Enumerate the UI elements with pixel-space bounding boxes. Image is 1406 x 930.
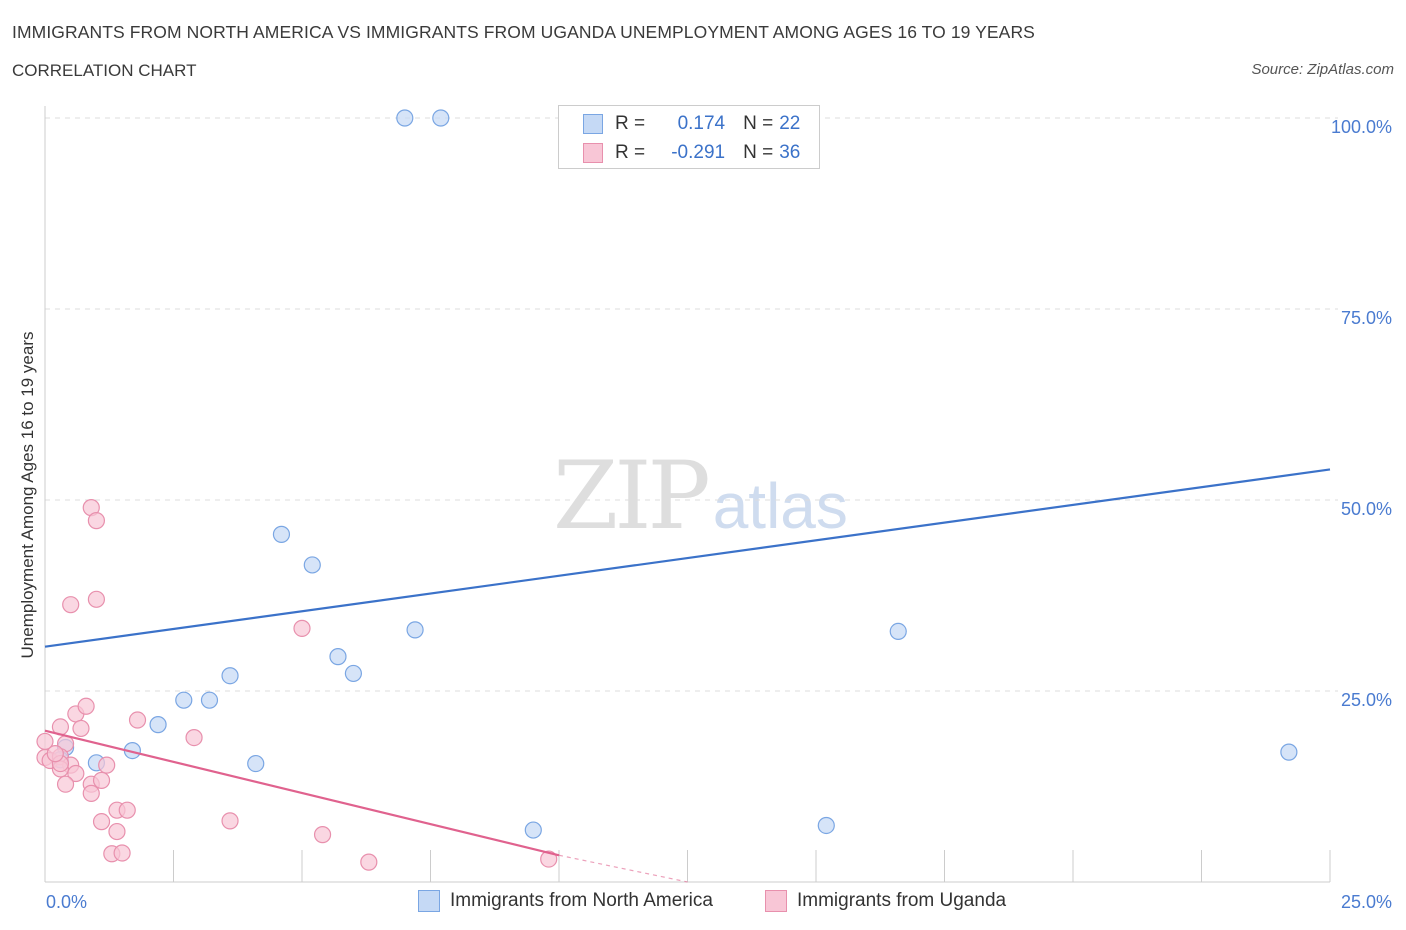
data-point-uganda (221, 812, 239, 830)
data-point-uganda (360, 853, 378, 871)
data-point-uganda (92, 813, 111, 831)
y-tick-label: 100.0% (1331, 117, 1392, 137)
legend-row-uganda: R = -0.291 N = 36 (583, 139, 800, 167)
data-point-uganda (87, 512, 106, 530)
legend-n-label: N = (743, 142, 774, 163)
data-point-north-america (524, 821, 542, 839)
legend-label-uganda: Immigrants from Uganda (797, 890, 1007, 911)
legend-swatch-pink (765, 890, 787, 912)
legend-item-north-america[interactable]: Immigrants from North America (418, 890, 713, 912)
data-point-uganda (82, 784, 100, 802)
x-tick-label: 25.0% (1341, 892, 1392, 912)
data-point-north-america (889, 622, 907, 641)
chart-subtitle: CORRELATION CHART (12, 61, 197, 80)
data-point-north-america (1280, 743, 1298, 761)
trend-line-uganda-extension (558, 854, 688, 883)
data-point-uganda (98, 756, 116, 774)
watermark-zip: ZIP (553, 442, 711, 551)
y-tick-label: 25.0% (1341, 690, 1392, 710)
legend-row-north-america: R = 0.174 N = 22 (583, 110, 800, 138)
legend-swatch-blue (583, 114, 603, 134)
legend-r-label: R = (615, 142, 646, 163)
correlation-legend: R = 0.174 N = 22 R = -0.291 N = 36 (558, 105, 820, 169)
data-point-north-america (329, 648, 347, 666)
watermark: ZIPatlas (553, 442, 848, 551)
data-point-uganda (92, 771, 111, 789)
data-point-uganda (67, 764, 85, 783)
legend-item-uganda[interactable]: Immigrants from Uganda (765, 890, 1006, 912)
data-point-uganda (185, 729, 203, 747)
data-point-north-america (200, 691, 219, 709)
series-legend: Immigrants from North America Immigrants… (0, 890, 1406, 916)
data-point-north-america (432, 109, 450, 127)
data-point-north-america (247, 754, 265, 773)
data-point-north-america (303, 556, 321, 574)
data-point-uganda (56, 775, 75, 793)
data-point-uganda (313, 826, 332, 844)
data-point-north-america (344, 664, 362, 683)
data-point-uganda (46, 745, 64, 763)
data-point-north-america (396, 109, 414, 127)
data-point-north-america (221, 667, 239, 685)
data-point-uganda (72, 719, 90, 738)
legend-swatch-blue (418, 890, 440, 912)
legend-n-value: 36 (779, 142, 801, 163)
data-point-north-america (175, 691, 193, 709)
y-tick-label: 50.0% (1341, 499, 1392, 519)
data-point-uganda (118, 801, 136, 819)
data-point-north-america (406, 621, 424, 639)
legend-n-value: 22 (779, 113, 801, 134)
data-point-uganda (87, 590, 106, 608)
trend-line-north-america (44, 468, 1331, 648)
data-point-north-america (272, 525, 291, 543)
legend-n-label: N = (743, 113, 774, 134)
data-point-uganda (108, 822, 126, 841)
data-point-north-america (149, 716, 167, 734)
source-label: Source: ZipAtlas.com (1251, 61, 1394, 78)
chart-title: IMMIGRANTS FROM NORTH AMERICA VS IMMIGRA… (12, 22, 1035, 42)
watermark-atlas: atlas (712, 470, 848, 542)
data-point-uganda (540, 850, 558, 868)
legend-label-north-america: Immigrants from North America (450, 890, 713, 911)
y-tick-label: 75.0% (1341, 308, 1392, 328)
data-point-uganda (128, 711, 147, 729)
legend-r-value: 0.174 (677, 113, 726, 134)
y-axis-label: Unemployment Among Ages 16 to 19 years (18, 331, 37, 659)
data-point-uganda (77, 697, 95, 715)
data-point-uganda (293, 619, 311, 637)
legend-r-label: R = (615, 113, 646, 134)
legend-swatch-pink (583, 143, 603, 163)
trend-line-uganda (44, 729, 560, 857)
legend-r-value: -0.291 (671, 142, 726, 163)
data-point-north-america (817, 816, 835, 835)
data-point-uganda (113, 844, 131, 862)
x-tick-label: 0.0% (46, 892, 87, 912)
data-point-uganda (62, 596, 80, 614)
